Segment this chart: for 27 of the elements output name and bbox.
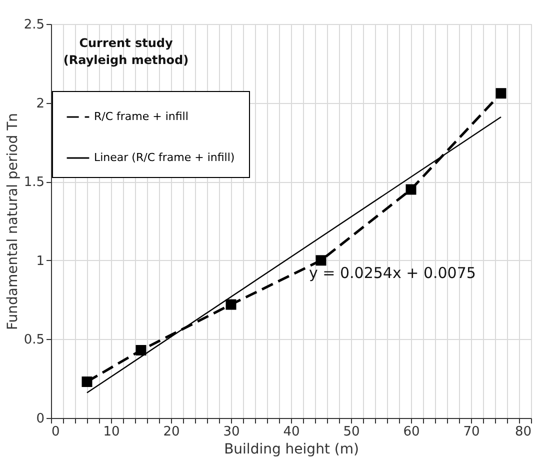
point — [316, 255, 326, 266]
point — [406, 184, 416, 195]
annotation: y = 0.0254x + 0.0075 — [309, 264, 476, 282]
x-tick-label: 40 — [283, 424, 300, 440]
x-tick-label: 10 — [103, 424, 120, 440]
legend-label: R/C frame + infill — [94, 110, 188, 123]
x-tick-label: 70 — [463, 424, 480, 440]
x-tick-label: 50 — [343, 424, 360, 440]
y-tick-label: 1.5 — [24, 175, 44, 190]
y-axis-title: Fundamental natural period Tn — [4, 113, 21, 330]
point — [136, 344, 146, 356]
x-tick-label: 80 — [514, 424, 532, 440]
x-tick-label: 20 — [163, 424, 180, 440]
x-tick-label: 60 — [403, 424, 420, 440]
y-tick-label: 0 — [36, 412, 44, 426]
y-tick-label: 2.5 — [24, 18, 44, 32]
point — [226, 299, 236, 310]
annotation: Current study (Rayleigh method) — [63, 36, 189, 67]
legend-label: Linear (R/C frame + infill) — [94, 151, 235, 164]
x-tick-label: 30 — [223, 424, 240, 440]
x-tick-label: 0 — [52, 424, 60, 440]
x-axis-title: Building height (m) — [224, 442, 359, 458]
y-tick-label: 1 — [36, 254, 44, 269]
y-tick-label: 2 — [36, 96, 44, 112]
y-tick-label: 0.5 — [24, 332, 44, 348]
point — [496, 88, 506, 99]
point — [82, 376, 92, 387]
